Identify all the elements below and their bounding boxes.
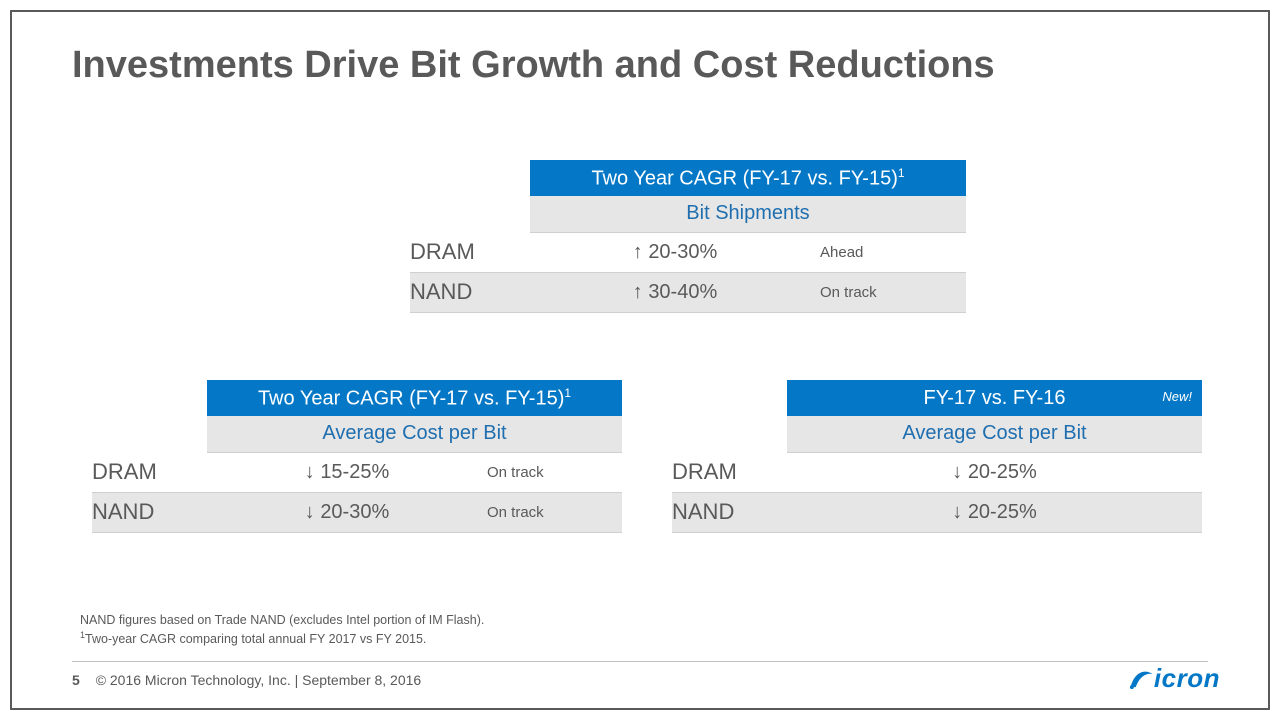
footer-divider bbox=[72, 661, 1208, 662]
table-top-header: Two Year CAGR (FY-17 vs. FY-15)1 bbox=[530, 160, 966, 196]
footer: 5 © 2016 Micron Technology, Inc. | Septe… bbox=[72, 672, 421, 688]
row-value: ↓ 15-25% bbox=[207, 452, 487, 492]
row-label-nand: NAND bbox=[410, 272, 530, 312]
footnote-line: NAND figures based on Trade NAND (exclud… bbox=[80, 612, 484, 629]
row-value: ↓ 20-25% bbox=[787, 452, 1202, 492]
table-right-subheader: Average Cost per Bit bbox=[787, 416, 1202, 452]
row-label-dram: DRAM bbox=[410, 232, 530, 272]
footnote-line: 1Two-year CAGR comparing total annual FY… bbox=[80, 629, 484, 648]
table-left-header: Two Year CAGR (FY-17 vs. FY-15)1 bbox=[207, 380, 622, 416]
row-value: ↓ 20-30% bbox=[207, 492, 487, 532]
table-top-subheader: Bit Shipments bbox=[530, 196, 966, 232]
row-label-nand: NAND bbox=[672, 492, 787, 532]
row-status: On track bbox=[487, 492, 622, 532]
row-status: On track bbox=[487, 452, 622, 492]
blank-cell bbox=[92, 380, 207, 416]
logo-swoosh-icon bbox=[1128, 665, 1154, 691]
blank-cell bbox=[410, 160, 530, 196]
row-label-nand: NAND bbox=[92, 492, 207, 532]
micron-logo: icron bbox=[1128, 663, 1220, 694]
logo-text: icron bbox=[1154, 663, 1220, 693]
blank-cell bbox=[410, 196, 530, 232]
blank-cell bbox=[672, 380, 787, 416]
blank-cell bbox=[92, 416, 207, 452]
table-left-subheader: Average Cost per Bit bbox=[207, 416, 622, 452]
row-value: ↑ 30-40% bbox=[530, 272, 820, 312]
table-cost-yoy: FY-17 vs. FY-16 New! Average Cost per Bi… bbox=[672, 380, 1202, 533]
row-status: Ahead bbox=[820, 232, 966, 272]
slide-title: Investments Drive Bit Growth and Cost Re… bbox=[72, 44, 995, 87]
row-value: ↑ 20-30% bbox=[530, 232, 820, 272]
new-badge: New! bbox=[1162, 389, 1192, 404]
blank-cell bbox=[672, 416, 787, 452]
slide-frame: Investments Drive Bit Growth and Cost Re… bbox=[10, 10, 1270, 710]
footnotes: NAND figures based on Trade NAND (exclud… bbox=[80, 612, 484, 648]
table-cost-cagr: Two Year CAGR (FY-17 vs. FY-15)1 Average… bbox=[92, 380, 622, 533]
row-label-dram: DRAM bbox=[92, 452, 207, 492]
row-status: On track bbox=[820, 272, 966, 312]
row-label-dram: DRAM bbox=[672, 452, 787, 492]
table-right-header: FY-17 vs. FY-16 New! bbox=[787, 380, 1202, 416]
row-value: ↓ 20-25% bbox=[787, 492, 1202, 532]
table-bit-shipments: Two Year CAGR (FY-17 vs. FY-15)1 Bit Shi… bbox=[410, 160, 966, 313]
page-number: 5 bbox=[72, 672, 80, 688]
copyright-text: © 2016 Micron Technology, Inc. | Septemb… bbox=[96, 672, 422, 688]
